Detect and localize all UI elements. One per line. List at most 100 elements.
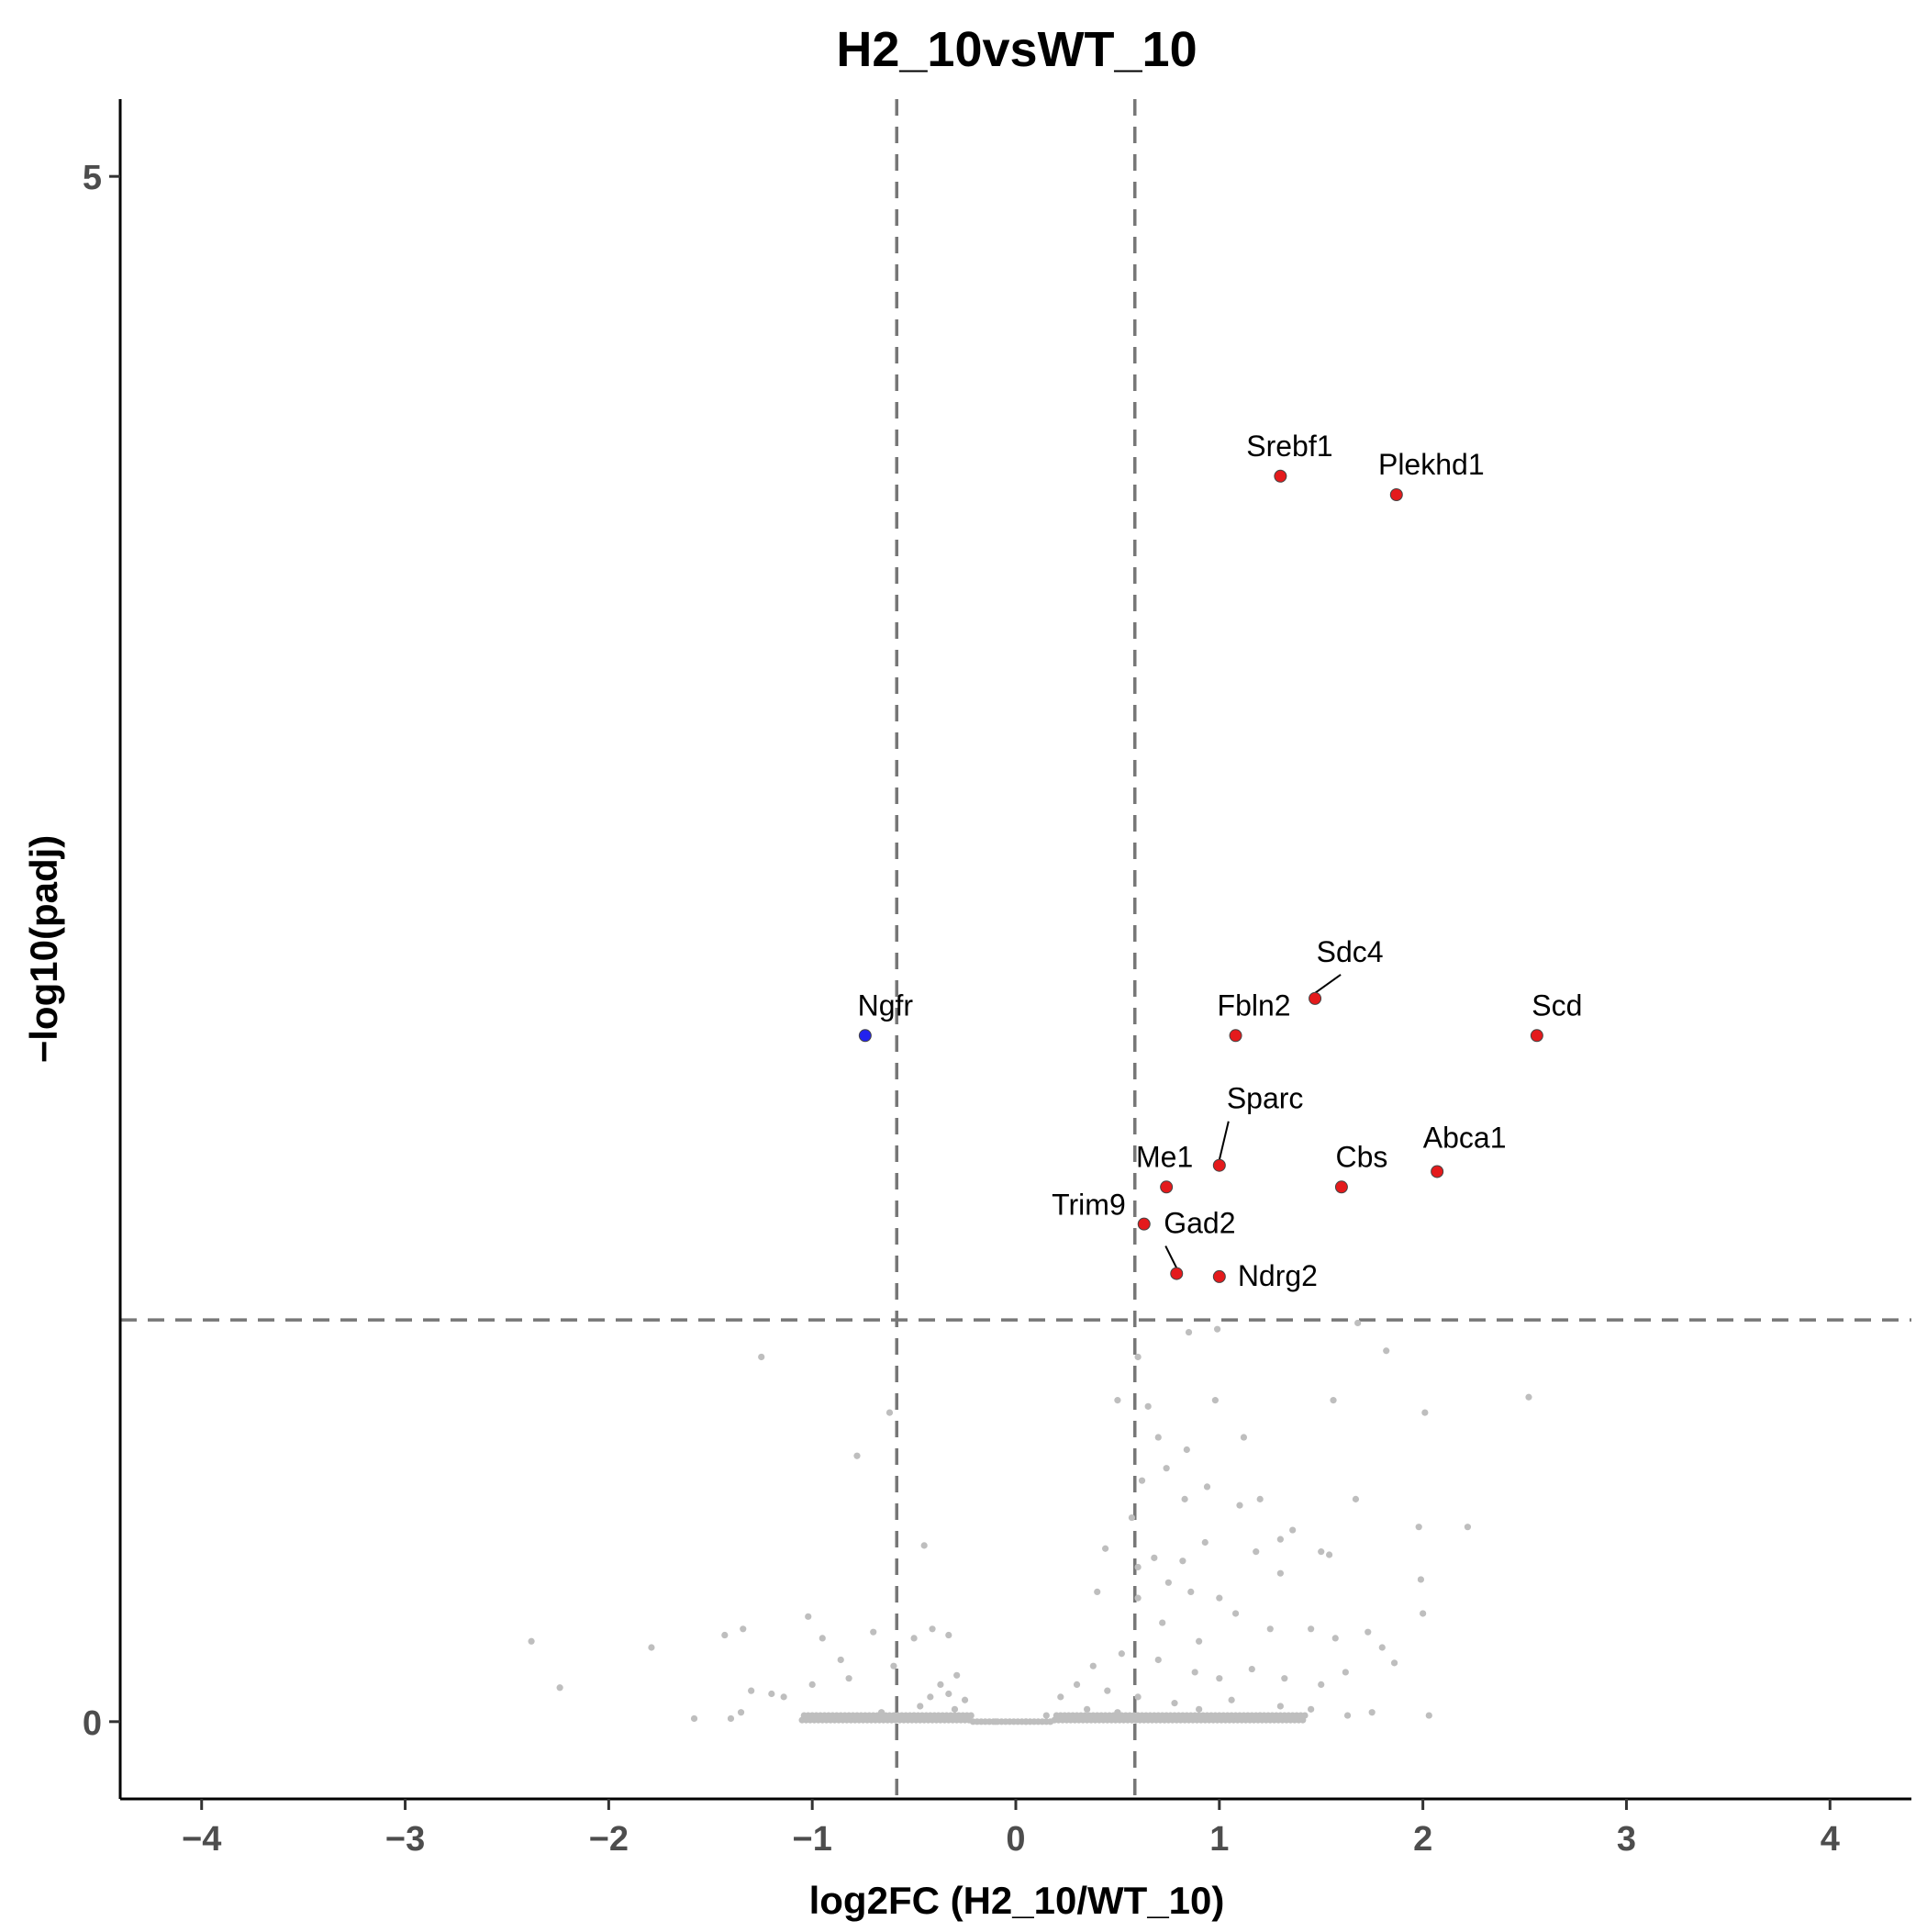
nonsignificant-point (808, 1681, 816, 1689)
gene-point-srebf1 (1274, 469, 1287, 483)
nonsignificant-point (1128, 1513, 1136, 1522)
nonsignificant-point (1185, 1328, 1193, 1336)
nonsignificant-point (1318, 1681, 1325, 1689)
nonsignificant-point (1342, 1669, 1349, 1676)
x-tick-label: 3 (1617, 1820, 1636, 1859)
nonsignificant-point (967, 1712, 975, 1719)
nonsignificant-points (528, 1319, 1532, 1725)
gene-point-gad2 (1170, 1267, 1184, 1280)
nonsignificant-point (1201, 1538, 1209, 1547)
nonsignificant-point (1181, 1495, 1188, 1502)
nonsignificant-point (870, 1628, 877, 1636)
nonsignificant-point (1236, 1502, 1243, 1509)
nonsignificant-point (1248, 1665, 1255, 1673)
nonsignificant-point (758, 1353, 765, 1361)
nonsignificant-point (748, 1687, 755, 1694)
x-tick-label: −2 (589, 1820, 629, 1859)
nonsignificant-point (1073, 1681, 1081, 1689)
nonsignificant-point (1104, 1687, 1111, 1694)
nonsignificant-point (1276, 1703, 1284, 1710)
nonsignificant-point (1118, 1650, 1125, 1658)
nonsignificant-point (920, 1542, 928, 1549)
nonsignificant-point (992, 1718, 999, 1725)
nonsignificant-point (1331, 1635, 1339, 1642)
gene-point-plekhd1 (1389, 488, 1403, 502)
gene-point-scd (1530, 1029, 1543, 1043)
nonsignificant-point (1318, 1548, 1325, 1556)
nonsignificant-point (1151, 1554, 1158, 1561)
x-tick-label: 1 (1209, 1820, 1229, 1859)
nonsignificant-point (1525, 1393, 1532, 1401)
gene-point-abca1 (1431, 1165, 1444, 1178)
nonsignificant-point (837, 1656, 844, 1664)
nonsignificant-point (740, 1625, 747, 1633)
y-axis-label: −log10(padj) (22, 835, 65, 1064)
y-tick-label: 5 (83, 159, 102, 197)
nonsignificant-point (1352, 1495, 1360, 1502)
nonsignificant-point (1266, 1625, 1274, 1633)
nonsignificant-point (1415, 1524, 1422, 1531)
gene-point-sdc4 (1309, 991, 1322, 1005)
nonsignificant-point (1154, 1656, 1162, 1664)
nonsignificant-point (917, 1703, 924, 1710)
nonsignificant-point (890, 1662, 897, 1670)
nonsignificant-point (1144, 1402, 1152, 1410)
x-tick-label: 4 (1821, 1820, 1840, 1859)
x-axis-label: log2FC (H2_10/WT_10) (809, 1879, 1225, 1922)
nonsignificant-point (780, 1693, 787, 1701)
x-tick-label: −1 (793, 1820, 832, 1859)
nonsignificant-point (961, 1696, 969, 1703)
nonsignificant-point (1276, 1536, 1284, 1543)
gene-leader-line (1164, 1245, 1178, 1269)
nonsignificant-point (1289, 1526, 1297, 1534)
nonsignificant-point (1281, 1675, 1288, 1682)
x-axis-ticks: −4 −3 −2 −1 0 1 2 3 4 (182, 1799, 1840, 1859)
gene-point-trim9 (1137, 1217, 1151, 1231)
nonsignificant-point (1390, 1659, 1398, 1667)
nonsignificant-point (1326, 1551, 1333, 1558)
gene-label-scd: Scd (1532, 988, 1582, 1022)
gene-point-cbs (1334, 1180, 1348, 1194)
nonsignificant-point (1163, 1465, 1170, 1472)
gene-leader-line (1314, 974, 1342, 994)
threshold-lines (120, 99, 1911, 1799)
nonsignificant-point (1425, 1712, 1432, 1719)
nonsignificant-point (1134, 1353, 1142, 1361)
nonsignificant-point (648, 1644, 655, 1651)
gene-label-fbln2: Fbln2 (1218, 988, 1291, 1022)
x-tick-label: 2 (1413, 1820, 1432, 1859)
nonsignificant-point (1042, 1712, 1050, 1719)
nonsignificant-point (1214, 1325, 1221, 1333)
nonsignificant-point (1171, 1700, 1178, 1707)
nonsignificant-point (1231, 1610, 1240, 1617)
nonsignificant-point (1084, 1705, 1091, 1713)
nonsignificant-point (1383, 1347, 1390, 1355)
nonsignificant-point (1354, 1319, 1362, 1327)
gene-label-me1: Me1 (1136, 1140, 1193, 1173)
nonsignificant-point (1134, 1563, 1142, 1571)
gene-label-sparc: Sparc (1227, 1082, 1304, 1115)
gene-label-plekhd1: Plekhd1 (1378, 448, 1485, 481)
nonsignificant-point (1417, 1576, 1425, 1583)
nonsignificant-point (878, 1709, 886, 1716)
nonsignificant-point (937, 1681, 944, 1689)
nonsignificant-point (528, 1637, 535, 1645)
x-tick-label: −3 (385, 1820, 425, 1859)
gene-point-ngfr (858, 1029, 872, 1043)
gene-label-abca1: Abca1 (1423, 1121, 1507, 1154)
nonsignificant-point (1134, 1594, 1142, 1602)
gene-point-fbln2 (1229, 1029, 1242, 1043)
gene-label-srebf1: Srebf1 (1246, 430, 1332, 463)
nonsignificant-point (1301, 1712, 1309, 1719)
nonsignificant-point (556, 1684, 563, 1692)
gene-label-ngfr: Ngfr (858, 988, 914, 1022)
nonsignificant-point (910, 1635, 918, 1642)
nonsignificant-point (1159, 1619, 1166, 1626)
nonsignificant-point (1368, 1709, 1376, 1716)
nonsignificant-point (1114, 1709, 1121, 1716)
nonsignificant-point (1183, 1446, 1190, 1454)
y-axis-ticks: 05 (83, 159, 120, 1743)
gene-leader-line (1218, 1121, 1230, 1160)
gene-label-ndrg2: Ndrg2 (1238, 1259, 1318, 1292)
gene-point-sparc (1212, 1158, 1226, 1172)
